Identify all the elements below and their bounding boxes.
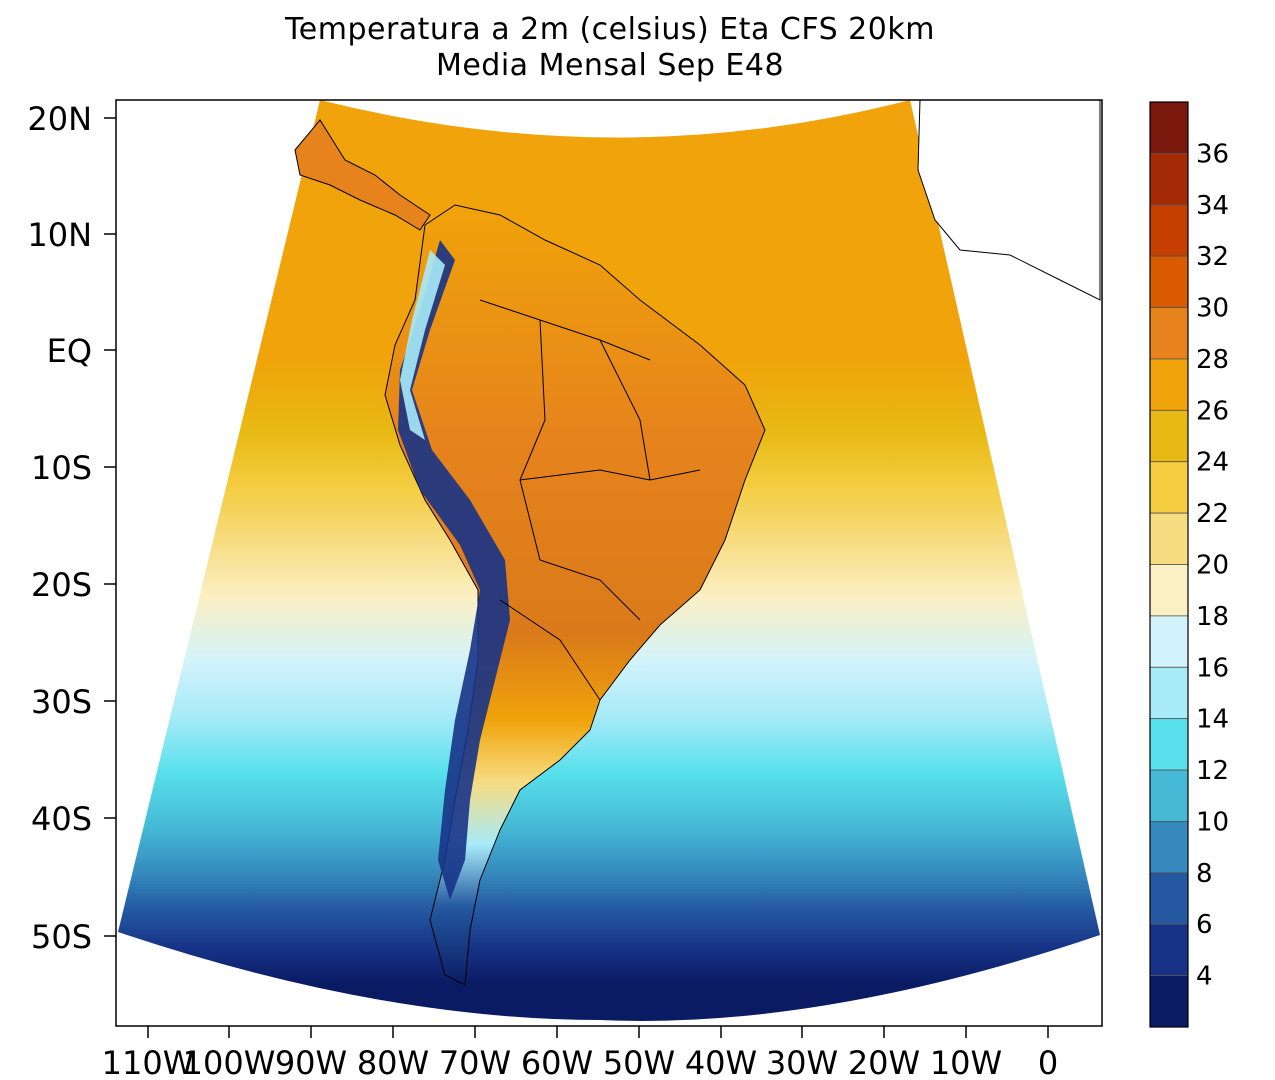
central-america-land [294,119,431,231]
colorbar-label: 10 [1196,807,1229,837]
map-frame [115,99,1103,1027]
x-tick-100w: 100W [183,1044,276,1080]
andes-snow-line [400,250,445,440]
x-tick-20w: 20W [848,1044,920,1080]
map-title: Temperatura a 2m (celsius) Eta CFS 20km [285,12,935,47]
colorbar-swatch [1149,461,1189,514]
colorbar-swatch [1149,307,1189,360]
africa-land [917,100,1101,301]
country-borders [479,299,701,701]
y-tick-20s: 20S [31,566,92,604]
map-subtitle: Media Mensal Sep E48 [435,48,785,83]
x-tick-80w: 80W [357,1044,429,1080]
colorbar-label: 34 [1196,191,1229,221]
x-tick-60w: 60W [521,1044,593,1080]
y-tick-eq: EQ [47,332,92,370]
colorbar-label: 30 [1196,294,1229,324]
colorbar-label: 12 [1196,756,1229,786]
y-tick-40s: 40S [31,800,92,838]
colorbar-label: 32 [1196,242,1229,272]
x-tick-110w: 110W [102,1044,195,1080]
colorbar-label: 18 [1196,602,1229,632]
colorbar-swatch [1149,101,1189,154]
y-axis: 20N 10N EQ 10S 20S 30S 40S 50S [27,100,116,956]
colorbar-swatch [1149,255,1189,308]
colorbar-swatch [1149,769,1189,822]
colorbar: 36 34 32 30 28 26 24 22 20 18 16 14 12 10 8 6 4 [1149,101,1229,1028]
x-axis: 110W 100W 90W 80W 70W 60W 50W 40W 30W 20… [102,1026,1058,1080]
x-tick-10w: 10W [930,1044,1002,1080]
colorbar-swatch [1149,358,1189,411]
colorbar-swatch [1149,975,1189,1028]
colorbar-label: 24 [1196,448,1229,478]
colorbar-label: 36 [1196,139,1229,169]
colorbar-label: 26 [1196,396,1229,426]
y-tick-20n: 20N [27,100,92,138]
y-tick-10n: 10N [27,216,92,254]
colorbar-swatch [1149,718,1189,771]
y-tick-50s: 50S [31,918,92,956]
colorbar-label: 22 [1196,499,1229,529]
colorbar-label: 14 [1196,705,1229,735]
x-tick-30w: 30W [766,1044,838,1080]
colorbar-label: 16 [1196,653,1229,683]
colorbar-swatch [1149,666,1189,720]
colorbar-label: 6 [1196,910,1213,940]
colorbar-swatch [1149,923,1189,977]
colorbar-swatch [1149,204,1189,257]
south-america-land [384,204,766,986]
x-tick-90w: 90W [275,1044,347,1080]
x-tick-50w: 50W [603,1044,675,1080]
colorbar-swatch [1149,615,1189,668]
colorbar-swatch [1149,872,1189,925]
colorbar-label: 8 [1196,859,1213,889]
colorbar-outline [1149,101,1189,1028]
colorbar-swatch [1149,409,1189,463]
x-tick-0: 0 [1038,1044,1058,1080]
colorbar-label: 20 [1196,551,1229,581]
y-tick-30s: 30S [31,683,92,721]
colorbar-swatch [1149,512,1189,565]
colorbar-label: 4 [1196,962,1213,992]
y-tick-10s: 10S [31,449,92,487]
colorbar-label: 28 [1196,345,1229,375]
x-tick-70w: 70W [439,1044,511,1080]
x-tick-40w: 40W [685,1044,757,1080]
andes-cold-ridge [398,240,510,900]
colorbar-swatch [1149,152,1189,206]
colorbar-swatch [1149,821,1189,874]
colorbar-swatch [1149,564,1189,617]
